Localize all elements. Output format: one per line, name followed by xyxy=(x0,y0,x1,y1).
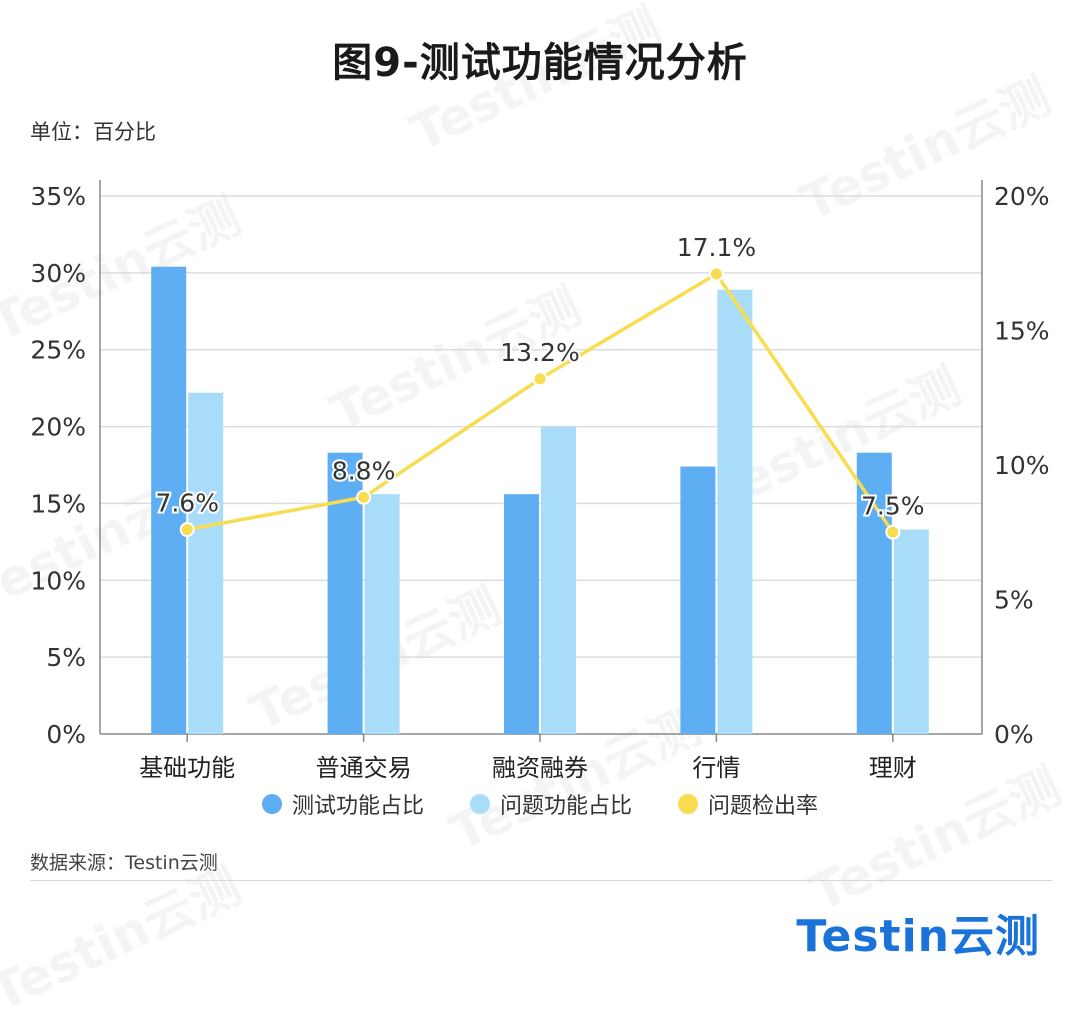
y-left-tick-label: 20% xyxy=(30,413,86,442)
line-point xyxy=(885,524,901,540)
x-tick-label: 理财 xyxy=(869,754,917,780)
line-point xyxy=(532,371,548,387)
chart: 0% 5% 10% 15% 20% 25% 30% 35% 0% 5% 10% 15% 20% 基础功能 普… xyxy=(30,180,1050,780)
data-source: 数据来源：Testin云测 xyxy=(30,852,218,874)
y-left-tick-label: 5% xyxy=(46,643,86,672)
y-left-tick-label: 15% xyxy=(30,489,86,518)
bar-test-share xyxy=(856,452,892,734)
legend: 测试功能占比 问题功能占比 问题检出率 xyxy=(0,788,1080,820)
line-point xyxy=(356,489,372,505)
bar-issue-share xyxy=(717,289,753,734)
divider xyxy=(30,880,1052,881)
y-left-tick-label: 30% xyxy=(30,259,86,288)
line-point xyxy=(179,522,195,538)
legend-swatch xyxy=(678,794,698,814)
brand-logo: Testin云测 xyxy=(796,911,1040,962)
bar-test-share xyxy=(151,266,187,734)
y-left-tick-label: 25% xyxy=(30,336,86,365)
y-left-tick-label: 0% xyxy=(46,720,86,749)
bar-test-share xyxy=(680,466,716,734)
data-label: 13.2% xyxy=(500,338,579,367)
x-tick-label: 融资融券 xyxy=(492,754,588,780)
data-label: 17.1% xyxy=(677,233,756,262)
x-tick-label: 基础功能 xyxy=(139,754,235,780)
x-tick-label: 行情 xyxy=(692,754,740,780)
y-right-tick-label: 10% xyxy=(994,451,1050,480)
data-label: 7.6% xyxy=(155,489,219,518)
y-left-tick-label: 35% xyxy=(30,182,86,211)
x-tick-label: 普通交易 xyxy=(316,754,412,780)
legend-swatch xyxy=(469,794,490,814)
line-detection-rate xyxy=(186,272,895,534)
y-right-tick-label: 5% xyxy=(994,586,1034,615)
line-point xyxy=(708,266,724,282)
y-right-tick-label: 0% xyxy=(994,720,1034,749)
legend-item-detection-rate: 问题检出率 xyxy=(678,788,818,820)
legend-label: 问题检出率 xyxy=(708,794,819,819)
bar-issue-share xyxy=(364,494,400,734)
unit-label: 单位：百分比 xyxy=(30,120,156,144)
bar-test-share xyxy=(504,494,539,734)
data-label: 7.5% xyxy=(861,491,925,520)
y-right-tick-label: 15% xyxy=(994,317,1050,346)
bar-issue-share xyxy=(188,392,224,734)
legend-label: 问题功能占比 xyxy=(499,794,632,819)
legend-item-test-share: 测试功能占比 xyxy=(261,788,424,820)
chart-title: 图9-测试功能情况分析 xyxy=(332,40,748,86)
legend-swatch xyxy=(261,794,282,814)
bar-issue-share xyxy=(893,529,929,734)
y-right-tick-label: 20% xyxy=(994,182,1050,211)
bar-issue-share xyxy=(541,426,576,734)
legend-label: 测试功能占比 xyxy=(291,794,424,819)
legend-item-issue-share: 问题功能占比 xyxy=(469,788,632,820)
data-label: 8.8% xyxy=(332,456,396,485)
y-left-tick-label: 10% xyxy=(30,566,86,595)
